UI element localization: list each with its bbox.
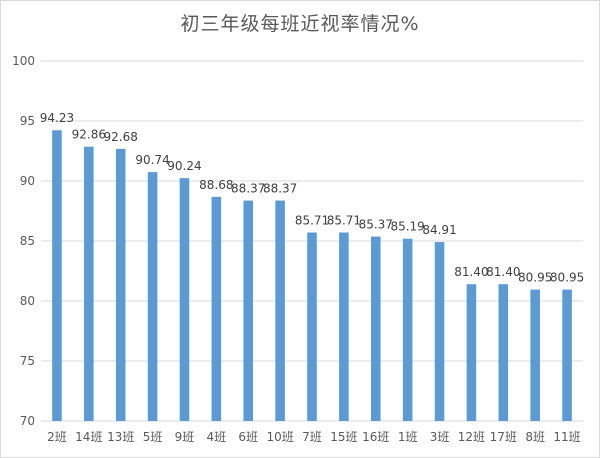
data-label: 94.23 (40, 111, 74, 125)
data-label: 88.37 (263, 182, 297, 196)
data-label: 81.40 (454, 265, 488, 279)
bar (307, 232, 317, 421)
x-tick-label: 7班 (302, 430, 322, 444)
y-tick-label: 80 (20, 294, 35, 308)
data-label: 90.24 (167, 159, 201, 173)
data-labels: 94.2392.8692.6890.7490.2488.6888.3788.37… (40, 111, 584, 284)
y-tick-label: 75 (20, 354, 35, 368)
bar (339, 232, 349, 421)
y-tick-label: 95 (20, 114, 35, 128)
x-tick-label: 15班 (330, 430, 357, 444)
bar (466, 284, 477, 421)
data-label: 85.71 (327, 213, 361, 227)
x-tick-label: 5班 (143, 430, 163, 444)
bar (498, 284, 509, 421)
data-label: 85.19 (390, 220, 424, 234)
bar (84, 146, 94, 421)
data-label: 85.71 (295, 213, 329, 227)
x-tick-label: 11班 (553, 430, 580, 444)
x-tick-label: 8班 (525, 430, 545, 444)
y-tick-label: 85 (20, 234, 35, 248)
y-tick-label: 100 (12, 54, 35, 68)
bar (370, 236, 381, 421)
x-tick-label: 17班 (490, 430, 517, 444)
bar (275, 200, 285, 421)
data-label: 90.74 (135, 153, 169, 167)
x-tick-label: 2班 (47, 430, 67, 444)
data-label: 80.95 (550, 271, 584, 285)
y-tick-label: 90 (20, 174, 35, 188)
x-tick-label: 6班 (238, 430, 258, 444)
data-label: 88.37 (231, 182, 265, 196)
x-tick-label: 13班 (107, 430, 134, 444)
bar (147, 172, 158, 421)
bar (179, 178, 190, 421)
x-tick-label: 16班 (362, 430, 389, 444)
bar (52, 130, 62, 422)
x-tick-label: 4班 (207, 430, 227, 444)
y-tick-label: 70 (20, 414, 35, 428)
x-axis-category-labels: 2班 14班 13班 5班 9班 4班 6班 10班 7班 15班 16班 1班 3班 12班 17班 8班 1… (47, 430, 581, 444)
data-label: 92.68 (104, 130, 138, 144)
data-label: 80.95 (518, 271, 552, 285)
bar (562, 289, 572, 421)
y-axis-tick-labels: 70 75 80 85 90 95 100 (12, 54, 35, 428)
bar (530, 289, 540, 421)
x-tick-label: 9班 (175, 430, 195, 444)
x-tick-label: 10班 (266, 430, 293, 444)
bars (52, 130, 572, 422)
data-label: 92.86 (72, 128, 106, 142)
bar (211, 196, 222, 421)
data-label: 88.68 (199, 178, 233, 192)
bar (434, 242, 445, 421)
data-label: 84.91 (422, 223, 456, 237)
bar (402, 238, 413, 421)
x-tick-label: 3班 (430, 430, 450, 444)
x-tick-label: 14班 (75, 430, 102, 444)
x-tick-label: 1班 (398, 430, 418, 444)
chart-title: 初三年级每班近视率情况% (180, 13, 420, 35)
bar (243, 200, 254, 421)
data-label: 81.40 (486, 265, 520, 279)
x-tick-label: 12班 (458, 430, 485, 444)
bar (115, 148, 126, 421)
data-label: 85.37 (359, 218, 393, 232)
